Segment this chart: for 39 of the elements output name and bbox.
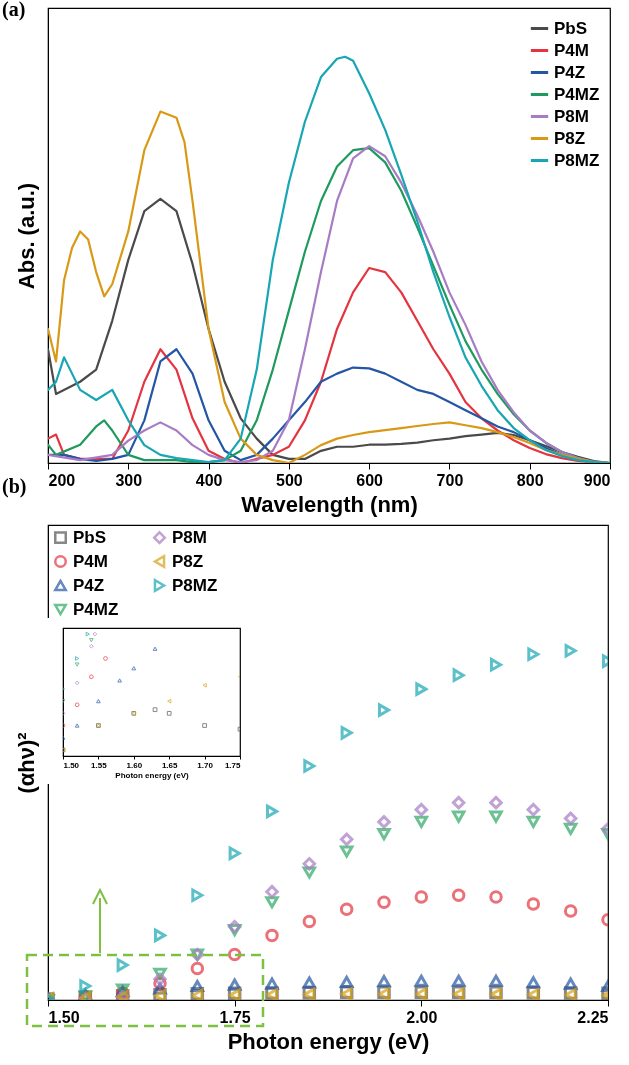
legend-label: P8MZ — [172, 575, 218, 595]
x-tick-label: 2.00 — [406, 1008, 438, 1026]
x-tick-label: 1.50 — [63, 760, 80, 770]
chart-title: (b) — [2, 475, 27, 498]
x-tick-label: 1.50 — [48, 1008, 80, 1026]
legend-label: P8M — [554, 106, 589, 126]
x-tick-label: 400 — [195, 471, 223, 489]
x-axis-title: Photon energy (eV) — [227, 1028, 430, 1054]
x-tick-label: 2.25 — [577, 1008, 609, 1026]
legend-label: P4MZ — [73, 599, 119, 619]
legend-label: P4Z — [73, 575, 105, 595]
legend-label: P8M — [172, 527, 207, 547]
x-axis-title: Wavelength (nm) — [241, 491, 418, 517]
chart-title: (a) — [2, 0, 26, 21]
x-tick-label: 200 — [48, 471, 76, 489]
x-tick-label: 1.55 — [91, 760, 108, 770]
x-tick-label: 600 — [356, 471, 384, 489]
x-tick-label: 1.60 — [126, 760, 143, 770]
y-axis-title: (αhν)² — [13, 732, 39, 794]
x-tick-label: 800 — [516, 471, 544, 489]
x-tick-label: 900 — [583, 471, 611, 489]
legend-label: P4MZ — [554, 84, 600, 104]
x-tick-label: 500 — [276, 471, 303, 489]
legend-label: P4M — [554, 40, 589, 60]
x-tick-label: 700 — [436, 471, 464, 489]
legend-label: P4M — [73, 551, 108, 571]
x-tick-label: 1.75 — [219, 1008, 251, 1026]
x-tick-label: 1.65 — [161, 760, 179, 770]
legend-label: PbS — [73, 527, 107, 547]
x-tick-label: 1.70 — [197, 760, 214, 770]
y-axis-title: Abs. (a.u.) — [13, 182, 39, 290]
x-axis-title: Photon energy (eV) — [115, 770, 189, 780]
legend-label: PbS — [554, 18, 588, 38]
x-tick-label: 300 — [115, 471, 143, 489]
x-tick-label: 1.75 — [224, 760, 242, 770]
legend-label: P8Z — [172, 551, 204, 571]
legend-label: P8Z — [554, 128, 586, 148]
legend-label: P4Z — [554, 62, 586, 82]
legend-label: P8MZ — [554, 150, 600, 170]
